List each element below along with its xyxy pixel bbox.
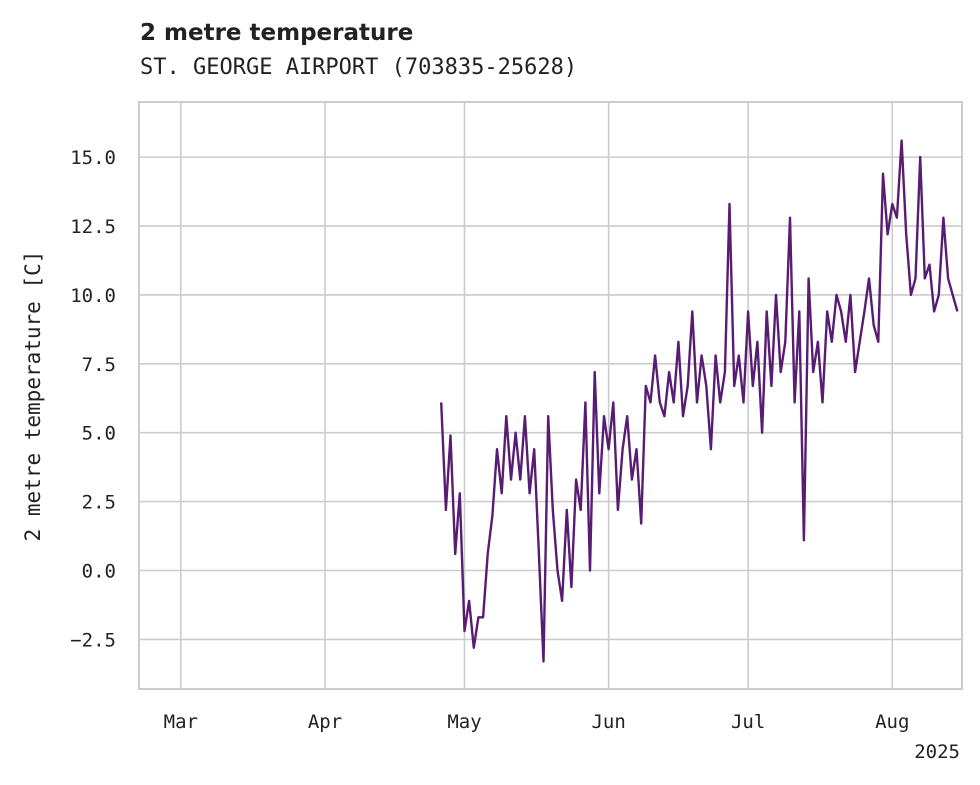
y-tick-label: 0.0 xyxy=(82,560,116,582)
y-tick-label: 5.0 xyxy=(82,423,116,445)
chart-subtitle: ST. GEORGE AIRPORT (703835-25628) xyxy=(140,55,577,80)
x-tick-label: Mar xyxy=(164,711,198,733)
y-tick-label: 10.0 xyxy=(70,285,116,307)
y-axis-label: 2 metre temperature [C] xyxy=(21,251,45,542)
x-tick-label: Aug xyxy=(875,711,909,733)
y-tick-label: 12.5 xyxy=(70,216,116,238)
series-layer xyxy=(440,139,959,663)
grid-lines xyxy=(139,102,962,689)
y-tick-label: 15.0 xyxy=(70,147,116,169)
y-tick-labels: −2.5 0.0 2.5 5.0 7.5 10.0 12.5 15.0 xyxy=(70,147,116,651)
temperature-series-line xyxy=(440,139,959,663)
x-tick-label: Jul xyxy=(731,711,765,733)
x-tick-label: Apr xyxy=(308,711,342,733)
y-tick-label: 7.5 xyxy=(82,354,116,376)
x-offset-label: 2025 xyxy=(914,741,960,763)
x-tick-labels: Mar Apr May Jun Jul Aug xyxy=(164,711,910,733)
y-tick-label: 2.5 xyxy=(82,492,116,514)
x-tick-label: May xyxy=(447,711,481,733)
chart-title: 2 metre temperature xyxy=(140,20,413,46)
x-tick-label: Jun xyxy=(591,711,625,733)
plot-frame xyxy=(138,101,963,690)
y-tick-label: −2.5 xyxy=(70,629,116,651)
